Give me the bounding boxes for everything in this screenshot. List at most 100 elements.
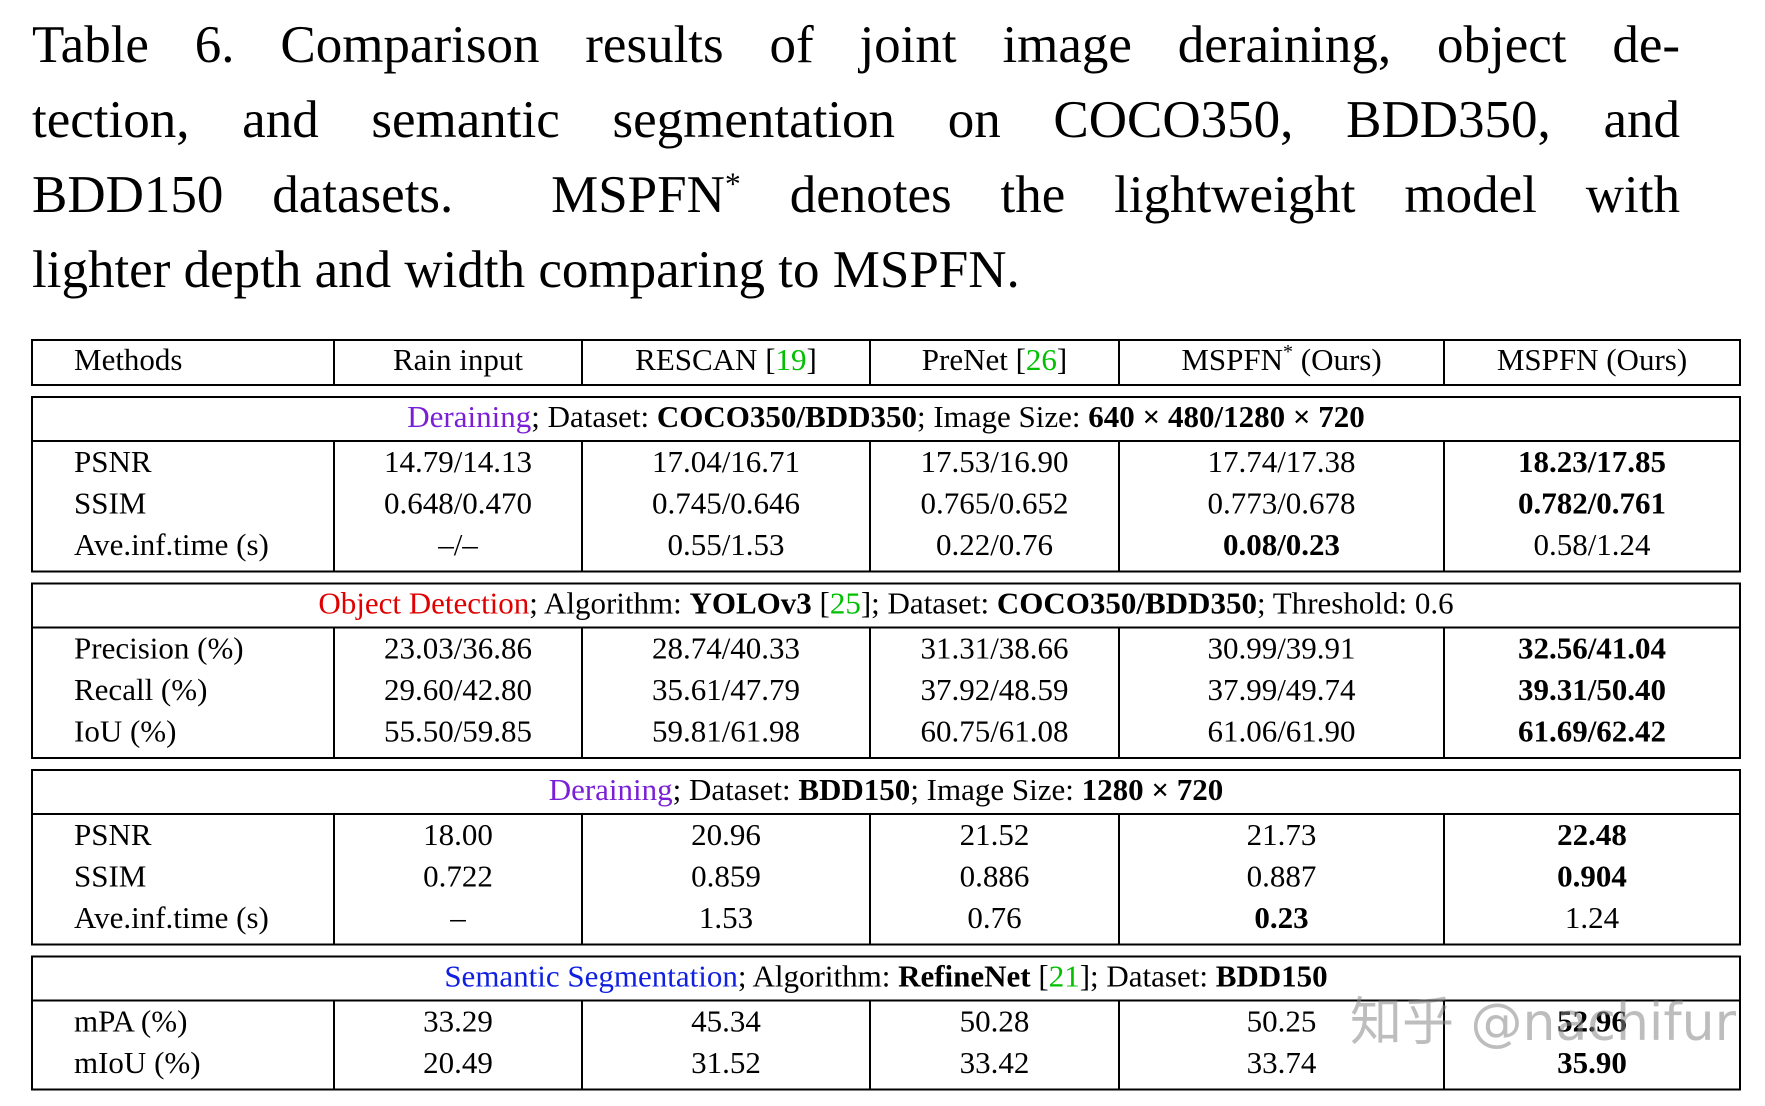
cell: 28.74/40.33 [652,630,800,665]
text-run: ; Dataset: [673,772,799,807]
text-run: Rain input [393,342,523,377]
cell: 20.96 [691,817,761,852]
cell: 23.03/36.86 [384,630,532,665]
cell: 0.55/1.53 [667,527,784,562]
cell: 0.773/0.678 [1207,485,1355,520]
cell: 0.886 [960,858,1030,893]
border [31,626,1741,759]
text-run: MSPFN [1181,342,1283,377]
cell: 0.23 [1254,900,1308,935]
cell: 0.765/0.652 [920,485,1068,520]
row-label: Ave.inf.time (s) [74,900,269,935]
cell: 45.34 [691,1003,761,1038]
caption-line: lighter depth and width comparing to MSP… [32,233,1680,308]
row-label: PSNR [74,444,152,479]
caption: Table 6. Comparison results of joint ima… [32,8,1680,308]
cell: 0.887 [1247,858,1317,893]
text-run: [ [812,586,830,621]
text-run: [ [1031,959,1049,994]
text-run: ; Algorithm: [738,959,898,994]
text-run: ; Algorithm: [529,586,689,621]
text-run: 19 [776,342,807,377]
text-run: ]; Dataset: [1080,959,1216,994]
cell: 17.53/16.90 [920,444,1068,479]
text-run: RefineNet [898,959,1031,994]
cell: – [449,900,466,935]
cell: 50.28 [960,1003,1030,1038]
cell: 17.04/16.71 [652,444,800,479]
cell: 39.31/50.40 [1518,672,1666,707]
text-run: * [1283,341,1293,363]
caption-text: denotes the lightweight model with [740,166,1680,224]
cell: 0.782/0.761 [1518,485,1666,520]
cell: 0.722 [423,858,493,893]
cell: 31.52 [691,1045,761,1080]
text-run: 21 [1049,959,1080,994]
cell: 35.61/47.79 [652,672,800,707]
row-label: Recall (%) [74,672,207,707]
row-label: Precision (%) [74,630,244,665]
section-header: Object Detection; Algorithm: YOLOv3 [25]… [318,586,1453,621]
cell: 0.22/0.76 [936,527,1053,562]
cell: 61.69/62.42 [1518,713,1666,748]
text-run: 26 [1026,342,1057,377]
cell: 30.99/39.91 [1207,630,1355,665]
border [31,339,1741,386]
row-label: SSIM [74,858,146,893]
cell: 37.99/49.74 [1207,672,1356,707]
column-header: MSPFN* (Ours) [1181,341,1381,378]
caption-text: BDD150 datasets. MSPFN [32,166,725,224]
caption-line: Table 6. Comparison results of joint ima… [32,8,1680,83]
cell: –/– [437,527,478,562]
text-run: ; Dataset: [531,399,657,434]
cell: 14.79/14.13 [384,444,532,479]
watermark: 知乎 @nachifur [1350,993,1737,1053]
text-run: Object Detection [318,586,529,621]
cell: 0.745/0.646 [652,485,800,520]
border [31,999,1741,1091]
text-run: COCO350/BDD350 [997,586,1257,621]
text-run: ] [807,342,817,377]
text-run: 25 [830,586,861,621]
caption-text: Table 6. Comparison results of joint ima… [32,16,1680,74]
row-label: mPA (%) [74,1003,187,1038]
cell: 32.56/41.04 [1518,630,1666,665]
cell: 0.76 [967,900,1021,935]
cell: 33.74 [1247,1045,1317,1080]
cell: 0.648/0.470 [384,485,532,520]
row-label: Ave.inf.time (s) [74,527,269,562]
cell: 50.25 [1247,1003,1317,1038]
caption-text: tection, and semantic segmentation on CO… [32,91,1680,149]
text-run: Deraining [407,399,531,434]
cell: 0.904 [1557,858,1627,893]
cell: 0.08/0.23 [1223,527,1340,562]
column-header: PreNet [26] [922,342,1067,377]
text-run: YOLOv3 [689,586,811,621]
cell: 21.73 [1247,817,1317,852]
cell: 22.48 [1557,817,1627,852]
caption-line: tection, and semantic segmentation on CO… [32,83,1680,158]
cell: 55.50/59.85 [384,713,532,748]
caption-text: * [724,166,741,202]
text-run: ] [1057,342,1067,377]
column-header: Rain input [393,342,523,377]
row-label: SSIM [74,485,146,520]
section-header: Semantic Segmentation; Algorithm: Refine… [444,959,1327,994]
text-run: Semantic Segmentation [444,959,738,994]
row-label: mIoU (%) [74,1045,201,1080]
column-header: Methods [74,342,183,377]
cell: 1.24 [1565,900,1620,935]
text-run: PreNet [ [922,342,1026,377]
section-header: Deraining; Dataset: BDD150; Image Size: … [549,772,1224,807]
cell: 1.53 [699,900,753,935]
text-run: COCO350/BDD350 [657,399,917,434]
text-run: MSPFN (Ours) [1497,342,1687,377]
cell: 33.29 [423,1003,493,1038]
cell: 33.42 [960,1045,1030,1080]
text-run: 640 × 480/1280 × 720 [1088,399,1364,434]
text-run: 1280 × 720 [1082,772,1224,807]
cell: 0.859 [691,858,761,893]
cell: 35.90 [1557,1045,1627,1080]
cell: 52.96 [1557,1003,1627,1038]
